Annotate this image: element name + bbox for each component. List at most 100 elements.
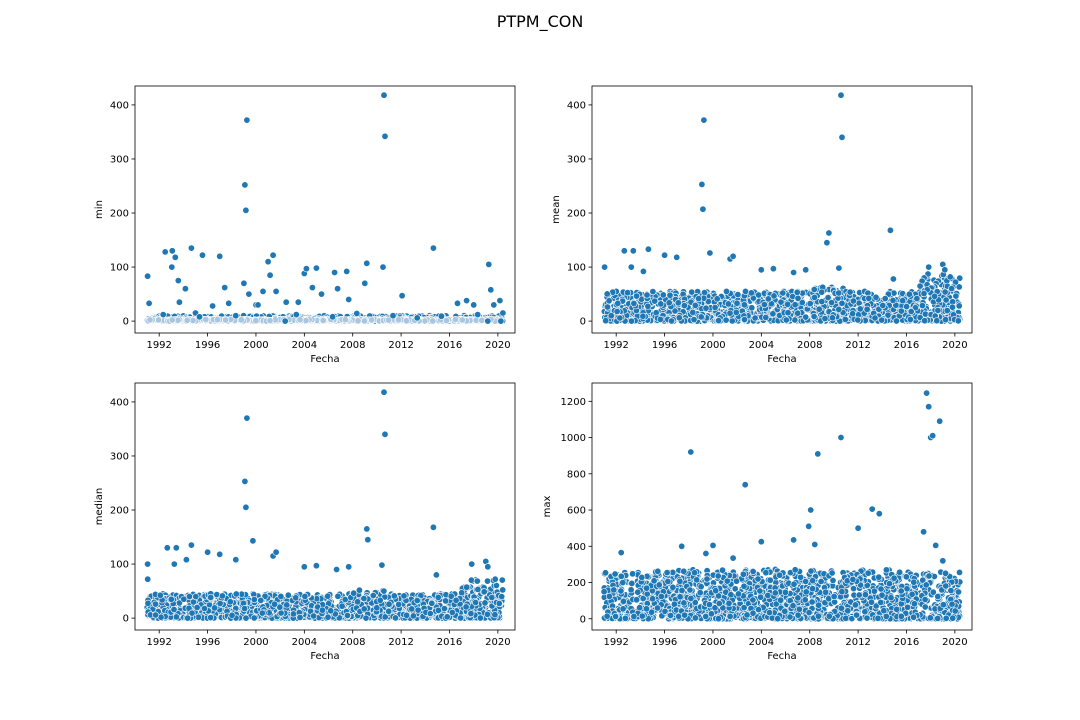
data-point: [237, 316, 245, 324]
data-point: [474, 585, 482, 593]
data-point: [952, 292, 960, 300]
data-point: [390, 592, 398, 600]
data-point: [343, 611, 351, 619]
data-point: [627, 263, 635, 271]
data-point: [187, 541, 195, 549]
data-point: [790, 268, 798, 276]
data-point: [168, 316, 176, 324]
point-cloud-max: [600, 565, 964, 623]
data-point: [943, 307, 951, 315]
data-point: [673, 253, 681, 261]
data-point: [242, 614, 250, 622]
data-point: [170, 605, 178, 613]
data-point: [354, 317, 362, 325]
data-point: [740, 301, 748, 309]
data-point: [485, 260, 493, 268]
data-point: [659, 291, 667, 299]
data-point: [228, 611, 236, 619]
data-point: [818, 288, 826, 296]
data-point: [614, 299, 622, 307]
data-point: [294, 298, 302, 306]
data-point: [312, 562, 320, 570]
data-point: [651, 297, 659, 305]
data-point: [487, 286, 495, 294]
data-point: [156, 591, 164, 599]
y-axis-label: min: [94, 200, 105, 219]
data-point: [802, 313, 810, 321]
data-point: [216, 252, 224, 260]
x-tick-label: 2008: [340, 340, 365, 351]
data-point: [639, 312, 647, 320]
x-tick-label: 1996: [195, 340, 220, 351]
data-point: [338, 602, 346, 610]
y-tick-label: 100: [110, 263, 129, 274]
x-tick-label: 2008: [797, 340, 822, 351]
data-point: [639, 267, 647, 275]
data-point: [490, 301, 498, 309]
data-point: [168, 247, 176, 255]
data-point: [889, 296, 897, 304]
data-point: [363, 259, 371, 267]
data-point: [499, 586, 507, 594]
data-point: [361, 279, 369, 287]
data-point: [728, 317, 736, 325]
y-tick-label: 200: [110, 209, 129, 220]
data-point: [161, 248, 169, 256]
data-point: [688, 288, 696, 296]
data-point: [897, 307, 905, 315]
x-tick-label: 2016: [437, 340, 462, 351]
data-point: [308, 284, 316, 292]
data-point: [175, 298, 183, 306]
data-point: [155, 316, 163, 324]
data-point: [207, 614, 215, 622]
data-point: [300, 563, 308, 571]
data-point: [905, 290, 913, 298]
y-tick-label: 400: [567, 100, 586, 111]
data-point: [364, 536, 372, 544]
data-point: [484, 563, 492, 571]
data-point: [207, 593, 215, 601]
data-point: [697, 313, 705, 321]
data-point: [345, 563, 353, 571]
data-point: [277, 592, 285, 600]
data-point: [221, 284, 229, 292]
data-point: [732, 308, 740, 316]
data-point: [698, 180, 706, 188]
data-point: [863, 305, 871, 313]
data-point: [170, 560, 178, 568]
data-point: [243, 116, 251, 124]
data-point: [802, 266, 810, 274]
y-tick-label: 0: [580, 317, 586, 328]
series-points-median: [144, 388, 492, 583]
data-point: [258, 609, 266, 617]
data-point: [899, 297, 907, 305]
data-point: [240, 279, 248, 287]
data-point: [821, 315, 829, 323]
data-point: [145, 299, 153, 307]
data-point: [292, 594, 300, 602]
data-point: [724, 300, 732, 308]
data-point: [644, 245, 652, 253]
data-point: [333, 565, 341, 573]
data-point: [174, 277, 182, 285]
point-cloud-mean: [600, 270, 964, 325]
x-tick-label: 2012: [388, 637, 413, 648]
data-point: [434, 606, 442, 614]
data-point: [302, 265, 310, 273]
data-point: [369, 591, 377, 599]
data-point: [324, 592, 332, 600]
data-point: [794, 294, 802, 302]
figure-title: PTPM_CON: [497, 12, 584, 32]
data-point: [818, 298, 826, 306]
data-point: [218, 592, 226, 600]
data-point: [624, 289, 632, 297]
data-point: [630, 299, 638, 307]
data-point: [711, 303, 719, 311]
data-point: [452, 596, 460, 604]
x-axis-label: Fecha: [310, 354, 339, 365]
data-point: [329, 313, 337, 321]
data-point: [770, 292, 778, 300]
data-point: [360, 317, 368, 325]
data-point: [144, 575, 152, 583]
